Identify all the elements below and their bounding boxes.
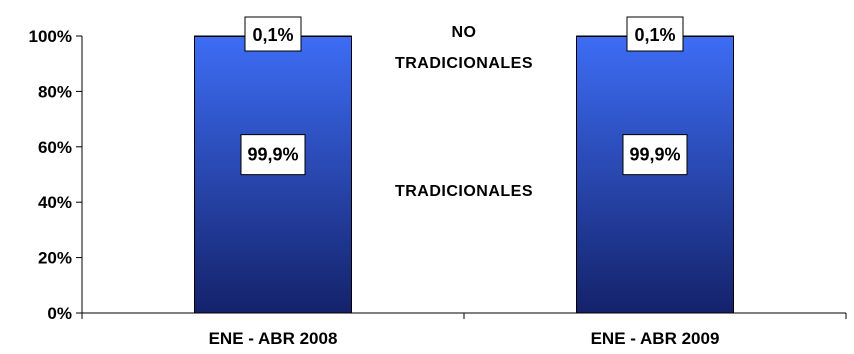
x-tick-label: ENE - ABR 2009 xyxy=(591,329,720,348)
data-label: 0,1% xyxy=(252,25,293,45)
y-tick-label: 80% xyxy=(38,82,72,101)
annotation-no: NO xyxy=(452,24,477,41)
x-tick-label: ENE - ABR 2008 xyxy=(209,329,338,348)
annotation-tradicionales: TRADICIONALES xyxy=(395,183,533,200)
data-label: 99,9% xyxy=(247,145,298,165)
y-tick-label: 20% xyxy=(38,249,72,268)
data-label: 99,9% xyxy=(629,145,680,165)
data-label-box xyxy=(626,16,684,52)
y-tick-label: 60% xyxy=(38,138,72,157)
data-label-box xyxy=(244,16,302,52)
data-label-box xyxy=(622,134,688,176)
y-tick-label: 0% xyxy=(47,304,72,323)
y-tick-label: 100% xyxy=(29,27,72,46)
annotation-no-tradicionales: TRADICIONALES xyxy=(395,55,533,72)
data-label: 0,1% xyxy=(634,25,675,45)
y-tick-label: 40% xyxy=(38,193,72,212)
data-label-box xyxy=(240,134,306,176)
